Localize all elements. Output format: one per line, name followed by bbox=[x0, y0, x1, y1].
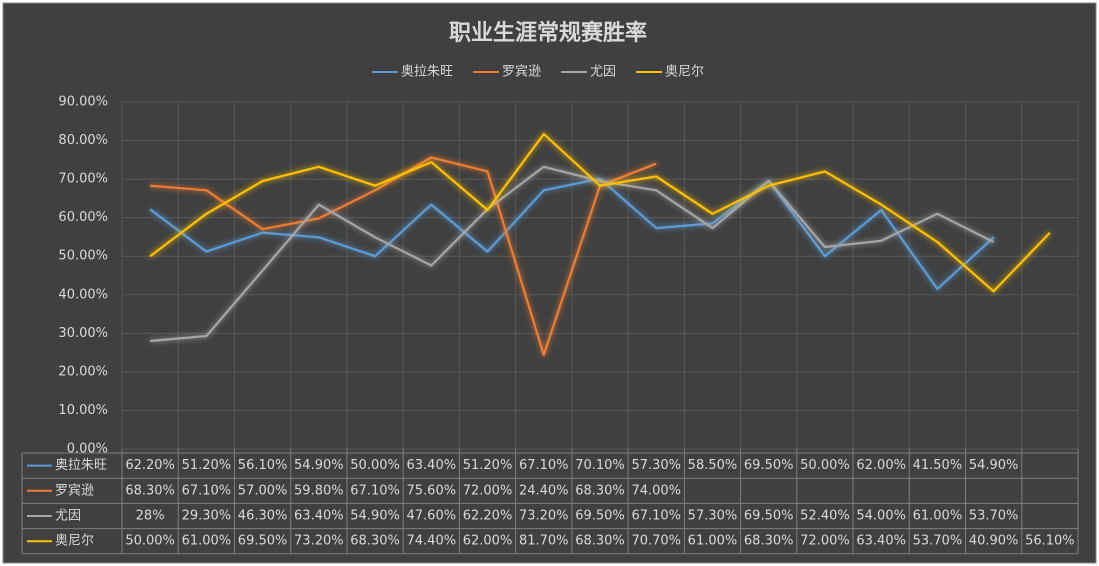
table-cell: 51.20% bbox=[182, 458, 232, 473]
table-cell: 68.30% bbox=[350, 534, 400, 549]
table-cell: 28% bbox=[136, 509, 165, 524]
table-cell: 69.50% bbox=[238, 534, 288, 549]
table-cell: 73.20% bbox=[519, 509, 569, 524]
table-cell: 54.90% bbox=[969, 458, 1019, 473]
table-cell: 63.40% bbox=[856, 534, 906, 549]
table-cell: 46.30% bbox=[238, 509, 288, 524]
table-cell: 50.00% bbox=[800, 458, 850, 473]
table-cell: 74.00% bbox=[631, 483, 681, 498]
table-cell: 40.90% bbox=[969, 534, 1019, 549]
table-cell: 69.50% bbox=[744, 509, 794, 524]
table-series-name: 罗宾逊 bbox=[55, 482, 94, 498]
table-cell: 67.10% bbox=[182, 483, 232, 498]
table-cell: 67.10% bbox=[350, 483, 400, 498]
table-cell: 52.40% bbox=[800, 509, 850, 524]
legend-label: 罗宾逊 bbox=[502, 64, 541, 80]
table-cell: 68.30% bbox=[744, 534, 794, 549]
y-tick-label: 30.00% bbox=[58, 326, 108, 341]
table-cell: 68.30% bbox=[125, 483, 175, 498]
table-cell: 69.50% bbox=[744, 458, 794, 473]
table-cell: 62.20% bbox=[463, 509, 513, 524]
table-cell: 57.30% bbox=[631, 458, 681, 473]
legend-label: 奥拉朱旺 bbox=[401, 65, 453, 80]
table-series-name: 奥拉朱旺 bbox=[55, 458, 107, 473]
table-cell: 70.70% bbox=[631, 534, 681, 549]
table-cell: 61.00% bbox=[182, 534, 232, 549]
y-tick-label: 60.00% bbox=[58, 210, 108, 225]
table-cell: 51.20% bbox=[463, 458, 513, 473]
table-cell: 53.70% bbox=[969, 509, 1019, 524]
table-cell: 41.50% bbox=[913, 458, 963, 473]
table-series-name: 奥尼尔 bbox=[55, 534, 94, 549]
table-cell: 72.00% bbox=[463, 483, 513, 498]
legend-label: 尤因 bbox=[590, 65, 616, 80]
table-cell: 69.50% bbox=[575, 509, 625, 524]
table-cell: 29.30% bbox=[182, 509, 232, 524]
table-cell: 61.00% bbox=[688, 534, 738, 549]
y-tick-label: 50.00% bbox=[58, 249, 108, 264]
y-tick-label: 90.00% bbox=[58, 95, 108, 110]
table-cell: 67.10% bbox=[631, 509, 681, 524]
table-cell: 56.10% bbox=[1025, 534, 1075, 549]
table-cell: 62.00% bbox=[463, 534, 513, 549]
table-cell: 62.20% bbox=[125, 458, 175, 473]
table-cell: 53.70% bbox=[913, 534, 963, 549]
table-cell: 72.00% bbox=[800, 534, 850, 549]
table-cell: 67.10% bbox=[519, 458, 569, 473]
table-cell: 75.60% bbox=[407, 483, 457, 498]
table-cell: 50.00% bbox=[125, 534, 175, 549]
table-cell: 54.90% bbox=[350, 509, 400, 524]
table-cell: 54.90% bbox=[294, 458, 344, 473]
table-cell: 61.00% bbox=[913, 509, 963, 524]
table-cell: 47.60% bbox=[407, 509, 457, 524]
table-cell: 59.80% bbox=[294, 483, 344, 498]
table-cell: 68.30% bbox=[575, 483, 625, 498]
series-line bbox=[149, 177, 995, 291]
series-line bbox=[149, 132, 1051, 293]
table-cell: 81.70% bbox=[519, 534, 569, 549]
table-cell: 56.10% bbox=[238, 458, 288, 473]
table-series-name: 尤因 bbox=[55, 509, 81, 524]
y-tick-label: 70.00% bbox=[58, 172, 108, 187]
table-cell: 70.10% bbox=[575, 458, 625, 473]
table-cell: 50.00% bbox=[350, 458, 400, 473]
table-cell: 68.30% bbox=[575, 534, 625, 549]
y-tick-label: 0.00% bbox=[67, 442, 108, 457]
table-cell: 62.00% bbox=[856, 458, 906, 473]
y-tick-label: 20.00% bbox=[58, 364, 108, 379]
table-cell: 63.40% bbox=[294, 509, 344, 524]
legend-label: 奥尼尔 bbox=[665, 65, 704, 80]
table-cell: 63.40% bbox=[407, 458, 457, 473]
table-cell: 54.00% bbox=[856, 509, 906, 524]
y-tick-label: 40.00% bbox=[58, 287, 108, 302]
table-cell: 57.00% bbox=[238, 483, 288, 498]
series-line bbox=[150, 165, 995, 343]
table-cell: 74.40% bbox=[407, 534, 457, 549]
table-cell: 24.40% bbox=[519, 483, 569, 498]
y-tick-label: 80.00% bbox=[58, 133, 108, 148]
table-cell: 57.30% bbox=[688, 509, 738, 524]
table-cell: 58.50% bbox=[688, 458, 738, 473]
y-tick-label: 10.00% bbox=[58, 403, 108, 418]
table-cell: 73.20% bbox=[294, 534, 344, 549]
chart-title: 职业生涯常规赛胜率 bbox=[449, 20, 647, 46]
